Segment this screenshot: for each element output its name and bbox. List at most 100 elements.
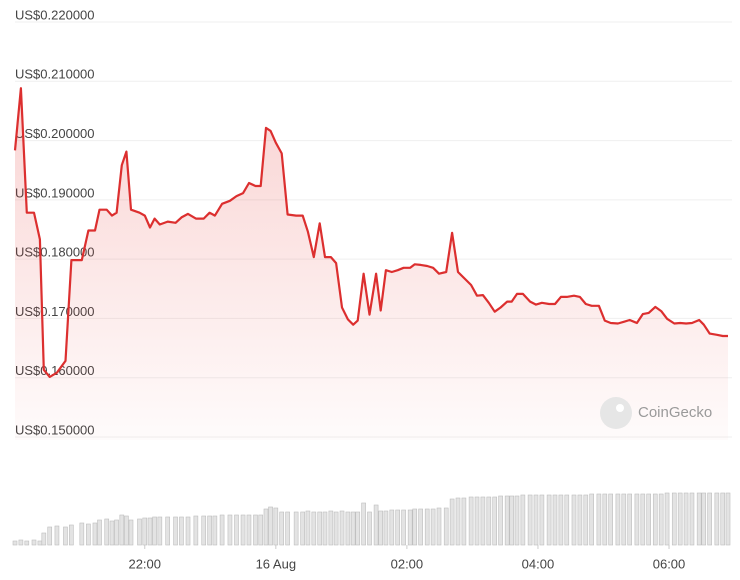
volume-bar <box>185 516 191 546</box>
volume-bar <box>640 493 646 546</box>
watermark-text: CoinGecko <box>638 404 712 421</box>
volume-bar <box>546 494 552 546</box>
volume-bar <box>179 516 184 546</box>
volume-bar <box>577 494 583 546</box>
volume-bar <box>683 492 689 546</box>
x-tick-label: 06:00 <box>653 556 686 571</box>
volume-bar <box>311 511 317 546</box>
x-tick-label: 16 Aug <box>256 556 297 571</box>
volume-bar <box>689 492 695 546</box>
volume-bar <box>124 515 129 546</box>
volume-bar <box>596 493 602 546</box>
price-line <box>13 87 728 378</box>
volume-bar <box>720 492 726 546</box>
volume-bar <box>219 514 225 546</box>
x-tick-label: 22:00 <box>128 556 161 571</box>
volume-bar <box>268 506 273 546</box>
volume-bar <box>322 511 328 546</box>
volume-bar <box>658 493 664 546</box>
volume-bar <box>92 522 98 546</box>
volume-bar <box>355 511 361 546</box>
volume-bar <box>583 494 589 546</box>
volume-bar <box>152 516 157 546</box>
volume-bar <box>461 497 467 546</box>
volume-bar <box>418 508 423 546</box>
volume-bar <box>193 515 199 546</box>
y-tick-label: US$0.210000 <box>15 67 95 82</box>
volume-bar <box>407 509 413 546</box>
volume-bar <box>18 539 24 546</box>
volume-bar <box>401 509 406 546</box>
volume-bar <box>201 515 207 546</box>
price-area <box>15 88 728 440</box>
volume-bar <box>634 493 640 546</box>
volume-bar <box>533 494 539 546</box>
x-tick-label: 02:00 <box>391 556 424 571</box>
volume-bar <box>558 494 564 546</box>
volume-bar <box>539 494 545 546</box>
volume-bar <box>498 495 503 546</box>
volume-bar <box>468 496 474 546</box>
volume-bar <box>608 493 613 546</box>
volume-bar <box>147 517 153 546</box>
volume-bar <box>627 493 633 546</box>
volume-bar <box>389 509 395 546</box>
volume-bar <box>114 519 119 546</box>
volume-bar <box>63 526 68 546</box>
volume-bar <box>373 504 379 546</box>
volume-bar <box>119 514 125 546</box>
volume-bar <box>367 511 372 546</box>
volume-bar <box>173 516 178 546</box>
volume-bar <box>97 519 102 546</box>
volume-bar <box>589 493 594 546</box>
volume-bar <box>273 507 279 546</box>
volume-bar <box>109 520 115 546</box>
volume-bar <box>602 493 608 546</box>
volume-bar <box>520 494 526 546</box>
volume-bar <box>504 495 510 546</box>
volume-bar <box>345 511 351 546</box>
volume-bar <box>37 540 43 546</box>
volume-bar <box>615 493 621 546</box>
volume-bar <box>564 494 570 546</box>
volume-bar <box>527 494 533 546</box>
volume-bar <box>207 515 212 546</box>
watermark-logo <box>600 397 632 429</box>
volume-bar <box>436 507 442 546</box>
volume-bar <box>378 510 383 546</box>
volume-bar <box>714 492 720 546</box>
volume-bar <box>227 514 233 546</box>
volume-bar <box>157 516 163 546</box>
volume-bar <box>449 498 455 546</box>
volume-bar <box>234 514 239 546</box>
volume-bar <box>725 492 731 546</box>
y-tick-label: US$0.200000 <box>15 126 95 141</box>
volume-bar <box>212 515 218 546</box>
volume-bar <box>69 524 74 546</box>
volume-bar <box>24 540 30 546</box>
volume-bar <box>86 523 91 546</box>
volume-bar <box>412 508 418 546</box>
volume-bar <box>165 516 170 546</box>
volume-bar <box>246 514 252 546</box>
volume-bar <box>652 493 658 546</box>
volume-bar <box>671 492 677 546</box>
volume-bar <box>350 511 356 546</box>
volume-bar <box>333 511 339 546</box>
watermark-logo-eye <box>616 404 624 412</box>
volume-bar <box>707 492 712 546</box>
volume-bar <box>300 511 305 546</box>
volume-bar <box>474 496 480 546</box>
x-tick-label: 04:00 <box>522 556 555 571</box>
volume-bar <box>263 508 269 546</box>
volume-bar <box>142 517 148 546</box>
volume-bar <box>383 510 389 546</box>
volume-bar <box>395 509 401 546</box>
volume-bar <box>104 518 110 546</box>
volume-bar <box>514 495 520 546</box>
volume-bar <box>424 508 430 546</box>
volume-bar <box>621 493 627 546</box>
volume-bar <box>430 508 436 546</box>
volume-bar <box>128 519 134 546</box>
